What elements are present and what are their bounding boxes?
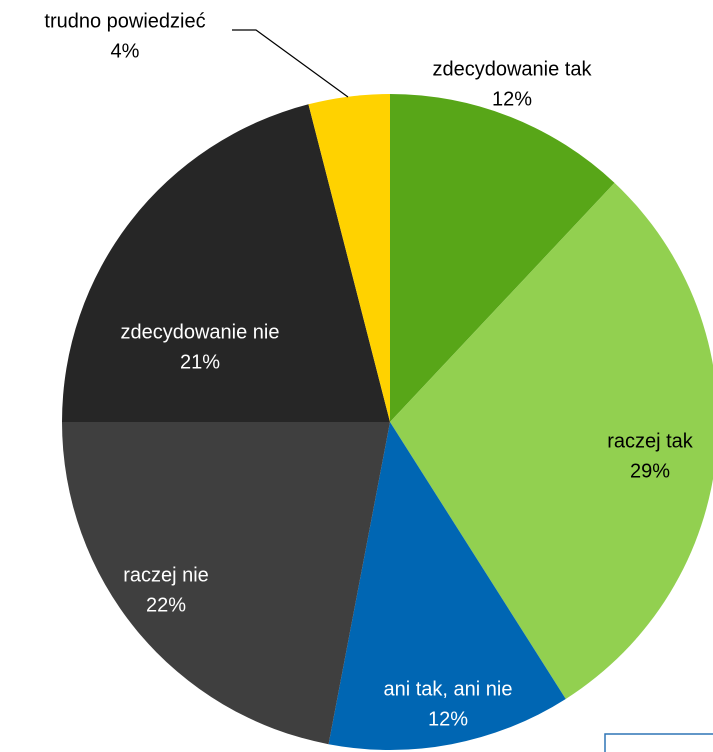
slice-value: 4% [111,40,140,62]
slice-value: 12% [428,708,468,730]
pie-slice [390,94,615,422]
slice-label: trudno powiedzieć [44,10,205,32]
pie-slice [61,422,391,745]
text-box [604,733,713,752]
slice-value: 29% [630,460,670,482]
pie-slice [62,104,390,423]
slice-value: 21% [180,351,220,373]
pie-slice [390,182,713,699]
pie-slice [308,94,390,422]
pie-slice [328,422,566,750]
slice-label: zdecydowanie tak [433,58,593,80]
leader-line [232,29,349,98]
slice-value: 22% [146,594,186,616]
slice-label: raczej tak [607,430,694,452]
slice-label: zdecydowanie nie [121,321,280,343]
slice-label: ani tak, ani nie [384,678,513,700]
slice-label: raczej nie [123,564,209,586]
slice-value: 12% [492,88,532,110]
